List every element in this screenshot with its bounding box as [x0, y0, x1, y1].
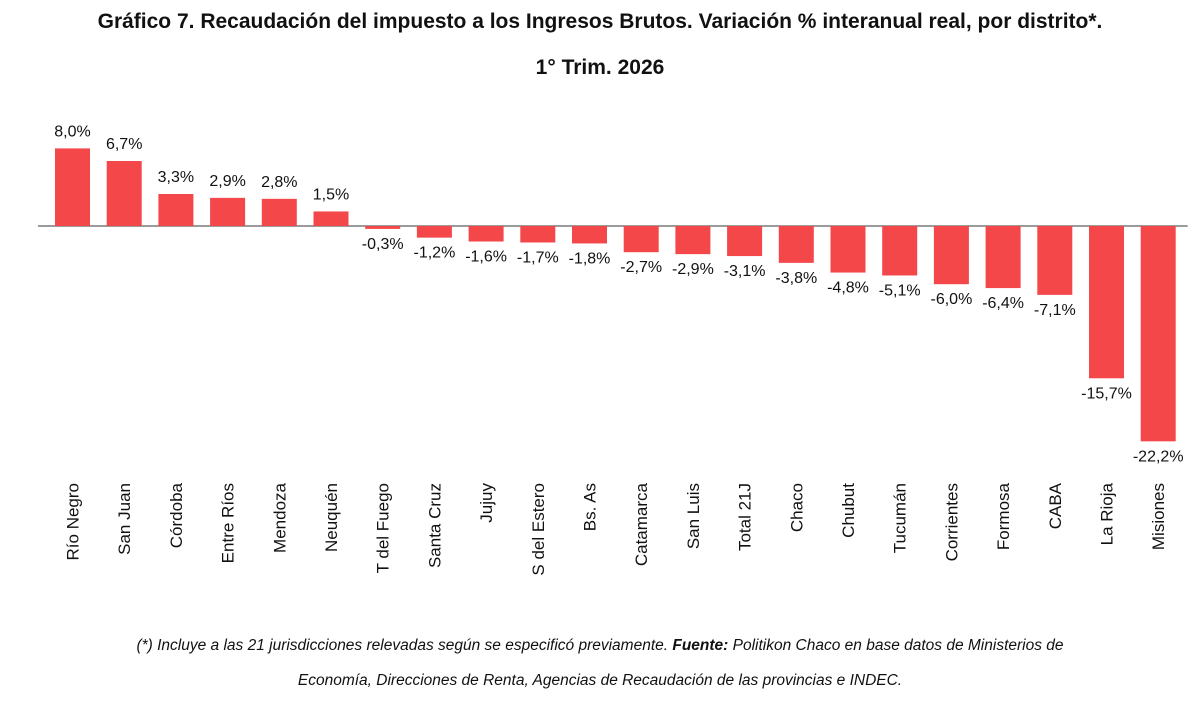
bar-chart: 8,0% Río Negro 6,7% San Juan 3,3% Córdoba 2,9%…	[38, 123, 1188, 576]
bar-7	[416, 226, 452, 238]
data-label-18: -6,4%	[982, 295, 1024, 312]
category-label-6: T del Fuego	[374, 483, 393, 573]
category-label-18: Formosa	[994, 482, 1013, 550]
bar-17	[933, 226, 969, 285]
bar-3	[210, 197, 246, 226]
category-label-0: Río Negro	[64, 483, 83, 560]
bar-13	[727, 226, 763, 257]
chart-subtitle: 1° Trim. 2026	[535, 56, 665, 79]
data-label-14: -3,8%	[775, 270, 817, 287]
bar-14	[778, 226, 814, 263]
category-label-4: Mendoza	[270, 482, 289, 552]
data-label-9: -1,7%	[517, 249, 559, 266]
category-label-16: Tucumán	[891, 483, 910, 553]
category-label-20: La Rioja	[1098, 482, 1117, 545]
category-label-9: S del Estero	[529, 483, 548, 576]
data-label-13: -3,1%	[724, 263, 766, 280]
data-label-19: -7,1%	[1034, 302, 1076, 319]
chart-title: Gráfico 7. Recaudación del impuesto a lo…	[97, 10, 1103, 33]
data-label-2: 3,3%	[158, 169, 194, 186]
data-label-3: 2,9%	[209, 173, 245, 190]
data-label-17: -6,0%	[931, 291, 973, 308]
bar-0	[55, 148, 90, 226]
bar-21	[1140, 226, 1176, 442]
category-label-11: Catamarca	[632, 482, 651, 566]
footnote-line-1: (*) Incluye a las 21 jurisdicciones rele…	[0, 637, 1200, 655]
bar-10	[572, 226, 607, 244]
bar-12	[675, 226, 711, 255]
bar-11	[623, 226, 659, 253]
category-label-1: San Juan	[115, 483, 134, 555]
data-label-1: 6,7%	[106, 136, 142, 153]
category-label-15: Chubut	[839, 483, 858, 538]
data-label-12: -2,9%	[672, 261, 714, 278]
data-label-11: -2,7%	[620, 259, 662, 276]
bar-19	[1037, 226, 1073, 295]
category-label-3: Entre Ríos	[219, 483, 238, 563]
data-label-0: 8,0%	[54, 123, 90, 140]
category-label-7: Santa Cruz	[425, 483, 444, 568]
bar-9	[520, 226, 556, 243]
category-label-19: CABA	[1046, 482, 1065, 529]
bar-15	[830, 226, 866, 273]
category-label-13: Total 21J	[736, 483, 755, 551]
data-label-8: -1,6%	[465, 249, 507, 266]
data-label-16: -5,1%	[879, 282, 921, 299]
footnote-line-2: Economía, Direcciones de Renta, Agencias…	[297, 672, 903, 689]
data-label-10: -1,8%	[569, 250, 611, 267]
category-label-14: Chaco	[787, 483, 806, 532]
bar-2	[158, 193, 194, 226]
bar-18	[985, 226, 1021, 289]
category-label-2: Córdoba	[167, 482, 186, 548]
bar-16	[882, 226, 918, 276]
bar-5	[313, 211, 349, 226]
category-label-10: Bs. As	[581, 483, 600, 531]
bar-20	[1089, 226, 1124, 379]
bar-4	[261, 198, 297, 226]
data-label-20: -15,7%	[1081, 385, 1132, 402]
data-label-4: 2,8%	[261, 174, 297, 191]
category-label-5: Neuquén	[322, 483, 341, 552]
category-label-21: Misiones	[1149, 483, 1168, 550]
data-label-6: -0,3%	[362, 236, 404, 253]
data-label-15: -4,8%	[827, 280, 869, 297]
bar-6	[365, 226, 401, 229]
data-label-7: -1,2%	[414, 245, 456, 262]
category-label-8: Jujuy	[477, 483, 496, 523]
category-label-17: Corrientes	[942, 483, 961, 561]
footnote-source-label: Fuente:	[672, 637, 729, 654]
category-label-12: San Luis	[684, 483, 703, 549]
bar-1	[106, 161, 142, 226]
footnote-lead: (*) Incluye a las 21 jurisdicciones rele…	[136, 637, 669, 654]
data-label-5: 1,5%	[313, 186, 349, 203]
footnote-source-text: Politikon Chaco en base datos de Ministe…	[732, 637, 1064, 654]
bar-8	[468, 226, 504, 242]
data-label-21: -22,2%	[1133, 448, 1184, 465]
